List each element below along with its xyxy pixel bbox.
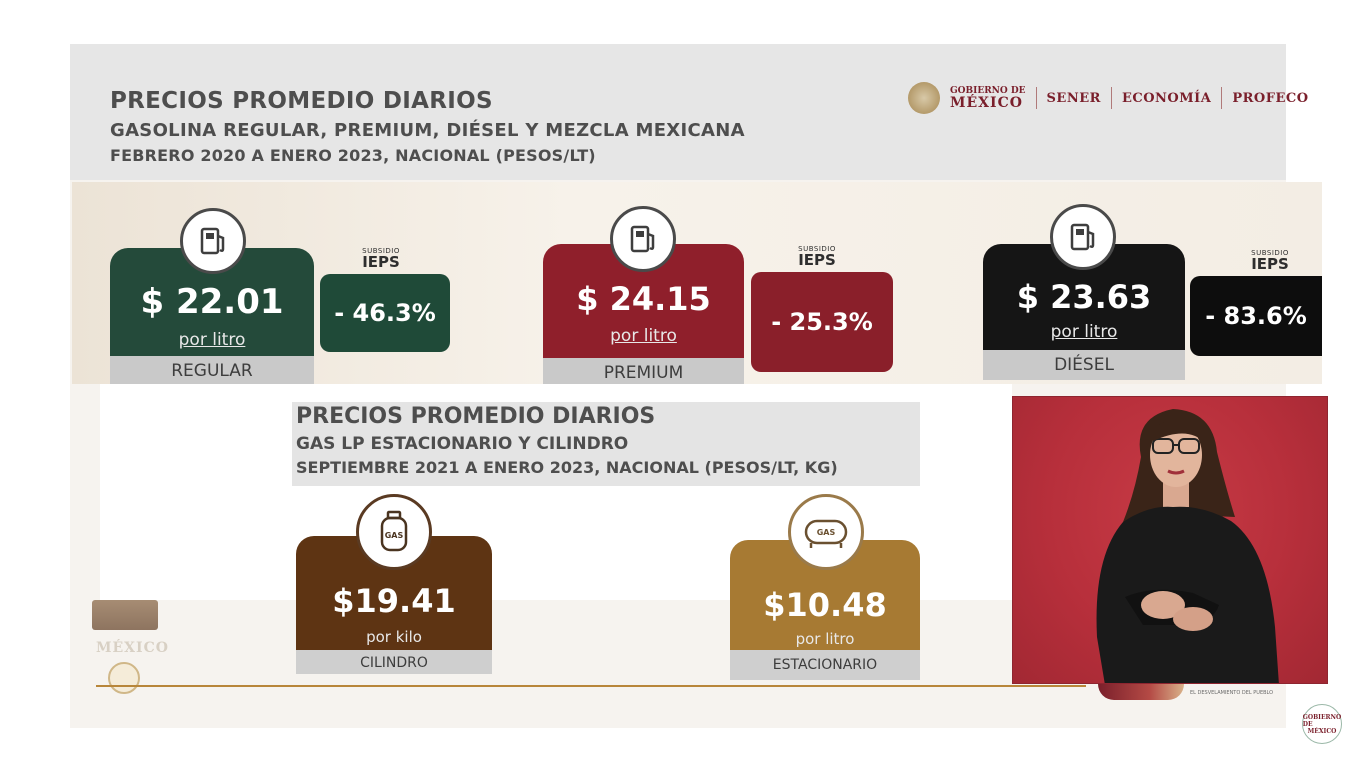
gas-card-estacionario: $10.48 por litro ESTACIONARIO (730, 540, 920, 680)
badge-line2: MÉXICO (1307, 727, 1337, 735)
footer-flag-graphic (1098, 684, 1184, 700)
sener-logo: SENER (1046, 90, 1101, 106)
gas-price: $19.41 (332, 582, 456, 620)
subsidy-box-regular: - 46.3% (320, 274, 450, 352)
fuel-unit-text: por litro (178, 330, 246, 350)
subsidy-ieps-text: IEPS (1251, 255, 1289, 273)
profeco-logo: PROFECO (1232, 90, 1309, 106)
footer-seal-icon (108, 662, 140, 694)
logo-divider (1035, 87, 1037, 109)
gas-cylinder-icon-circle: GAS (356, 494, 432, 570)
subsidy-ieps-text: IEPS (798, 251, 836, 269)
gas-section-period: SEPTIEMBRE 2021 A ENERO 2023, NACIONAL (… (296, 458, 838, 477)
subsidy-label: SUBSIDIO IEPS (1240, 250, 1300, 272)
fuel-price: $ 22.01 (140, 282, 284, 322)
subsidy-small-text: SUBSIDIO (1251, 249, 1289, 257)
footer-tagline: EL DESVELAMIENTO DEL PUEBLO (1190, 690, 1274, 696)
fuel-price: $ 23.63 (1016, 278, 1152, 316)
fuel-price: $ 24.15 (576, 280, 711, 318)
fuel-unit-text: por litro (1050, 322, 1118, 342)
sign-language-video[interactable] (1012, 396, 1328, 684)
gas-icon-text: GAS (385, 531, 404, 540)
fuel-pump-icon (630, 225, 655, 253)
fuel-label: PREMIUM (543, 358, 744, 384)
footer-mexico-text: MÉXICO (96, 640, 169, 656)
economia-logo: ECONOMÍA (1121, 90, 1212, 106)
national-seal-icon (908, 82, 940, 114)
fuel-pump-icon-circle (1050, 204, 1116, 270)
gas-section-header (292, 402, 920, 486)
gobierno-de-mexico-logo: GOBIERNO DE MÉXICO (950, 85, 1026, 111)
gobierno-big-text: MÉXICO (950, 94, 1023, 111)
fuel-unit: por litro (983, 322, 1185, 342)
gobierno-badge-icon: GOBIERNO DE MÉXICO (1302, 704, 1342, 744)
badge-line1: GOBIERNO DE (1302, 713, 1342, 728)
footer-heroes-logo (92, 600, 158, 630)
fuel-pump-icon-circle (180, 208, 246, 274)
page-period: FEBRERO 2020 A ENERO 2023, NACIONAL (PES… (110, 146, 596, 165)
gas-icon-text: GAS (817, 528, 836, 537)
government-logos: GOBIERNO DE MÉXICO SENER ECONOMÍA PROFEC… (908, 80, 1309, 116)
gas-cylinder-icon: GAS (380, 510, 408, 552)
gas-label: ESTACIONARIO (730, 650, 920, 680)
fuel-label: REGULAR (110, 356, 314, 384)
subsidy-label: SUBSIDIO IEPS (792, 246, 842, 268)
fuel-label: DIÉSEL (983, 350, 1185, 380)
fuel-pump-icon (1070, 223, 1095, 251)
gas-unit: por litro (795, 630, 855, 648)
gas-unit: por kilo (366, 628, 422, 646)
subsidy-label: SUBSIDIO IEPS (356, 248, 406, 270)
subsidy-box-premium: - 25.3% (751, 272, 893, 372)
logo-divider (1110, 87, 1112, 109)
fuel-unit: por litro (110, 330, 314, 350)
fuel-unit-text: por litro (610, 326, 677, 346)
gas-price: $10.48 (763, 586, 887, 624)
gas-label: CILINDRO (296, 650, 492, 674)
gas-section-subtitle: GAS LP ESTACIONARIO Y CILINDRO (296, 434, 629, 454)
fuel-pump-icon (200, 227, 225, 255)
gas-tank-icon-circle: GAS (788, 494, 864, 570)
fuel-pump-icon-circle (610, 206, 676, 272)
subsidy-small-text: SUBSIDIO (362, 247, 400, 255)
slide-header-band (70, 44, 1286, 180)
gas-section-title: PRECIOS PROMEDIO DIARIOS (296, 404, 656, 429)
subsidy-box-diesel: - 83.6% (1190, 276, 1322, 356)
interpreter-figure (1096, 409, 1279, 683)
page-subtitle: GASOLINA REGULAR, PREMIUM, DIÉSEL Y MEZC… (110, 120, 745, 141)
page-title: PRECIOS PROMEDIO DIARIOS (110, 88, 493, 114)
gas-tank-icon: GAS (804, 519, 848, 548)
subsidy-ieps-text: IEPS (362, 253, 400, 271)
gobierno-small-text: GOBIERNO DE (950, 85, 1026, 96)
fuel-unit: por litro (543, 326, 744, 346)
logo-divider (1221, 87, 1223, 109)
subsidy-small-text: SUBSIDIO (798, 245, 836, 253)
footer-divider (96, 685, 1086, 687)
